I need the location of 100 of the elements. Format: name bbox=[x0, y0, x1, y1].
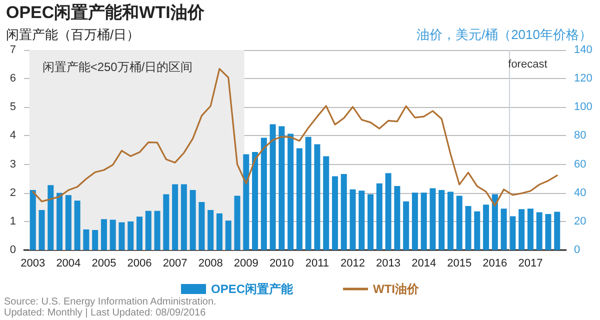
x-tick-label: 2013 bbox=[376, 258, 401, 270]
bar bbox=[545, 214, 552, 250]
bar bbox=[270, 124, 276, 250]
bar bbox=[154, 210, 160, 250]
source-note: Source: U.S. Energy Information Administration. bbox=[4, 296, 216, 308]
bar bbox=[83, 229, 90, 250]
y-tick-label: 0 bbox=[10, 244, 16, 256]
x-tick-label: 2012 bbox=[340, 258, 365, 270]
bar bbox=[323, 156, 330, 250]
y2-tick-label: 20 bbox=[574, 215, 586, 228]
x-tick-label: 2014 bbox=[412, 258, 436, 270]
bar bbox=[430, 188, 436, 250]
bar bbox=[403, 201, 410, 250]
bar bbox=[100, 219, 107, 250]
bar bbox=[305, 136, 312, 250]
x-tick-label: 2015 bbox=[447, 258, 472, 270]
bar bbox=[48, 185, 54, 250]
y2-tick-label: 140 bbox=[574, 44, 592, 56]
text: Updated: Monthly | Last Updated: 08/09/2016 bbox=[4, 308, 206, 318]
bar bbox=[190, 190, 196, 250]
bar bbox=[92, 230, 98, 250]
x-tick-label: 2004 bbox=[56, 258, 81, 270]
bar bbox=[368, 194, 374, 250]
bar bbox=[456, 196, 462, 250]
bar bbox=[136, 216, 143, 250]
y2-tick-label: 40 bbox=[574, 186, 586, 199]
bar bbox=[118, 222, 125, 250]
y2-tick-label: 0 bbox=[574, 244, 580, 256]
y-tick-label: 1 bbox=[10, 215, 16, 228]
bar bbox=[208, 210, 214, 250]
bar bbox=[536, 212, 542, 250]
bar bbox=[340, 174, 347, 250]
bar bbox=[527, 208, 534, 250]
bar bbox=[554, 212, 560, 250]
x-tick-label: 2009 bbox=[234, 258, 258, 270]
bar bbox=[296, 148, 302, 250]
y-axis-title: 闲置产能（百万桶/日） bbox=[6, 27, 140, 42]
y2-tick-label: 100 bbox=[574, 101, 592, 114]
x-tick-label: 2005 bbox=[92, 258, 116, 270]
bar bbox=[252, 152, 258, 250]
y-tick-label: 2 bbox=[10, 186, 16, 199]
x-tick-label: 2016 bbox=[482, 258, 508, 270]
bar bbox=[128, 221, 134, 250]
bar bbox=[30, 190, 36, 250]
chart-title: OPEC闲置产能和WTI油价 bbox=[6, 3, 206, 22]
y-tick-label: 5 bbox=[10, 101, 16, 114]
x-tick-label: 2008 bbox=[198, 258, 223, 270]
legend-label: OPEC闲置产能 bbox=[211, 282, 294, 296]
bar bbox=[447, 192, 454, 250]
y2-axis-title: 油价，美元/桶（2010年价格） bbox=[416, 27, 592, 42]
bar bbox=[394, 186, 400, 250]
x-tick-label: 2017 bbox=[518, 258, 543, 270]
bar bbox=[314, 144, 320, 250]
y-tick-label: 4 bbox=[10, 130, 16, 142]
bar bbox=[376, 183, 382, 250]
bar bbox=[163, 194, 170, 250]
bar bbox=[234, 196, 240, 250]
y2-tick-label: 60 bbox=[574, 158, 586, 170]
bar bbox=[56, 192, 63, 250]
bar bbox=[492, 194, 498, 250]
bar bbox=[332, 176, 338, 250]
bar bbox=[198, 202, 205, 250]
x-tick-label: 2007 bbox=[162, 258, 188, 270]
bar bbox=[74, 200, 80, 250]
y2-tick-label: 80 bbox=[574, 130, 586, 142]
legend-label: WTI油价 bbox=[373, 282, 420, 296]
y2-tick-label: 120 bbox=[574, 72, 592, 85]
x-tick-label: 2003 bbox=[20, 258, 46, 270]
bar bbox=[172, 184, 178, 250]
bar bbox=[216, 213, 222, 250]
bar bbox=[145, 210, 152, 250]
bar bbox=[65, 195, 72, 250]
x-tick-label: 2011 bbox=[305, 258, 330, 270]
bar bbox=[412, 192, 418, 250]
x-tick-label: 2010 bbox=[269, 258, 294, 270]
bar bbox=[510, 216, 516, 250]
bar bbox=[350, 189, 356, 250]
bar bbox=[243, 154, 250, 250]
bar bbox=[288, 134, 294, 250]
y-tick-label: 3 bbox=[10, 158, 16, 170]
bar bbox=[278, 126, 285, 250]
bar bbox=[225, 220, 232, 250]
bar bbox=[38, 210, 45, 250]
bar bbox=[110, 220, 116, 250]
bar bbox=[358, 190, 365, 250]
bar bbox=[483, 204, 490, 250]
bar bbox=[518, 209, 525, 250]
bar bbox=[420, 192, 427, 250]
band-label: 闲置产能<250万桶/日的区间 bbox=[42, 60, 193, 74]
y-tick-label: 6 bbox=[10, 72, 16, 85]
bar bbox=[474, 211, 480, 250]
bar bbox=[438, 190, 445, 250]
bar bbox=[385, 173, 392, 250]
ref-line-label: forecast bbox=[508, 58, 548, 70]
bar bbox=[465, 206, 472, 250]
bar bbox=[260, 138, 267, 250]
bar bbox=[180, 184, 187, 250]
bar bbox=[500, 208, 507, 250]
y-tick-label: 7 bbox=[10, 44, 16, 56]
x-tick-label: 2006 bbox=[127, 258, 152, 270]
